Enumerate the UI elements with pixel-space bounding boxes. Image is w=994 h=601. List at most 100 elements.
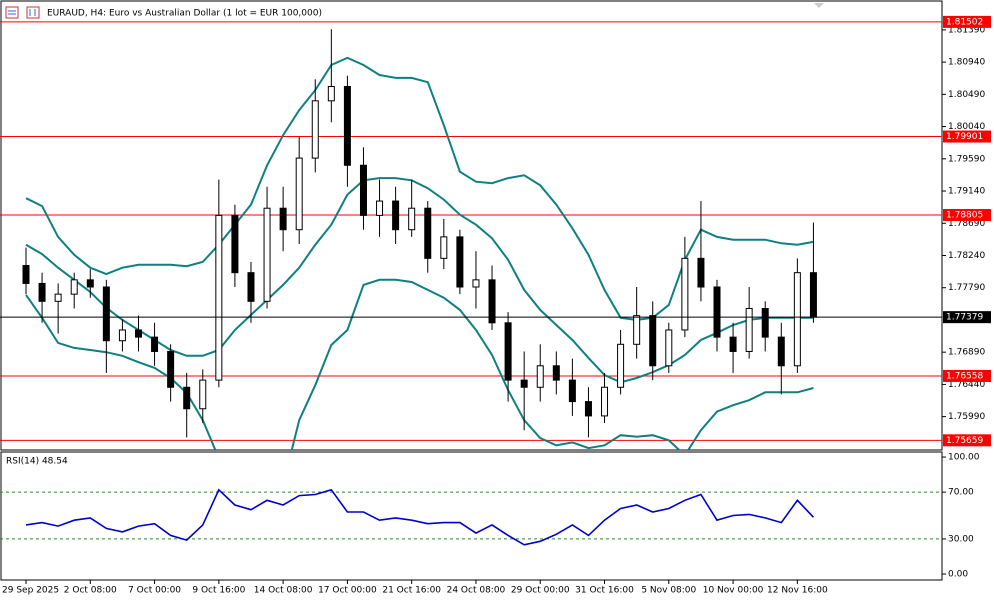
- candle-body: [665, 329, 673, 367]
- y-tick-label: 1.75990: [948, 412, 985, 422]
- level-label-bg: [943, 15, 991, 28]
- y-tick-label: 1.79590: [948, 154, 985, 164]
- candle-body: [552, 365, 560, 381]
- bollinger-middle: [25, 177, 814, 384]
- chart-title: EURAUD, H4: Euro vs Australian Dollar (1…: [47, 9, 322, 19]
- candle-body: [231, 214, 239, 274]
- x-tick-label: 24 Oct 08:00: [447, 586, 506, 596]
- shift-marker: [814, 3, 824, 8]
- y-tick-label: 1.80040: [948, 122, 985, 132]
- candle-body: [134, 329, 142, 338]
- level-label-bg: [943, 209, 991, 222]
- candle-body: [359, 164, 367, 216]
- candle-body: [424, 207, 432, 259]
- x-tick-label: 12 Nov 16:00: [767, 586, 828, 596]
- candle-body: [681, 257, 689, 331]
- x-tick-label: 7 Oct 00:00: [128, 586, 181, 596]
- rsi-plot: [0, 488, 942, 546]
- x-tick-label: 5 Nov 08:00: [641, 586, 696, 596]
- y-tick-label: 30.00: [948, 534, 974, 544]
- x-tick-label: 2 Oct 08:00: [64, 586, 117, 596]
- candle-body: [86, 279, 94, 288]
- candle-body: [215, 214, 223, 381]
- x-tick-label: 14 Oct 08:00: [254, 586, 313, 596]
- candle-body: [392, 200, 400, 231]
- candle-body: [183, 386, 191, 410]
- candle-body: [22, 265, 30, 284]
- candle-body: [617, 343, 625, 388]
- candle-body: [327, 85, 335, 102]
- candle-body: [151, 336, 159, 352]
- y-tick-label: 1.78240: [948, 251, 985, 261]
- price-pane: [0, 0, 943, 451]
- candle-body: [440, 236, 448, 259]
- level-label: 1.76558: [946, 371, 983, 381]
- candle-body: [601, 386, 609, 417]
- candle-body: [472, 279, 480, 288]
- y-tick-label: 1.79140: [948, 187, 985, 197]
- axes: 1.81390 1.80940 1.80490 1.80040 1.79590 1.791…: [2, 15, 991, 596]
- candle-body: [199, 379, 207, 410]
- y-tick-label: 1.78690: [948, 219, 985, 229]
- level-label-bg: [943, 434, 991, 447]
- icon: [5, 6, 19, 19]
- candle-body: [279, 207, 287, 231]
- y-tick-label: 1.76890: [948, 348, 985, 358]
- candle-body: [536, 365, 544, 388]
- candle-body: [488, 279, 496, 324]
- y-tick-label: 1.77790: [948, 283, 985, 293]
- candle-body: [568, 379, 576, 403]
- candle-body: [809, 272, 817, 318]
- y-tick-label: 1.80490: [948, 90, 985, 100]
- candle-body: [713, 286, 721, 338]
- rsi-title: RSI(14) 48.54: [6, 457, 68, 467]
- y-tick-label: 0.00: [948, 570, 968, 580]
- candle-body: [102, 286, 110, 342]
- candle-body: [504, 322, 512, 381]
- candle-body: [295, 157, 303, 231]
- level-label-bg: [943, 130, 991, 143]
- candle-body: [584, 401, 592, 417]
- candle-body: [793, 272, 801, 367]
- level-label-bg: [943, 369, 991, 382]
- candle-body: [263, 207, 271, 302]
- y-tick-label: 100.00: [948, 453, 980, 463]
- candle-body: [118, 329, 126, 342]
- x-tick-label: 9 Oct 16:00: [192, 586, 245, 596]
- x-tick-label: 17 Oct 00:00: [318, 586, 377, 596]
- x-tick-label: 29 Oct 00:00: [511, 586, 570, 596]
- rsi-line: [25, 488, 814, 546]
- icon: [26, 6, 40, 19]
- last-price-bg: [943, 311, 991, 324]
- candle-body: [54, 293, 62, 302]
- y-tick-label: 1.80940: [948, 58, 985, 68]
- x-tick-label: 21 Oct 16:00: [382, 586, 441, 596]
- y-tick-label: 1.76440: [948, 380, 985, 390]
- candle-body: [456, 236, 464, 288]
- level-label: 1.78805: [946, 211, 983, 221]
- candle-body: [408, 207, 416, 231]
- candle-body: [649, 315, 657, 367]
- candle-body: [247, 272, 255, 302]
- candle-body: [70, 279, 78, 295]
- y-tick-label: 1.81390: [948, 25, 985, 35]
- y-tick-label: 70.00: [948, 488, 974, 498]
- candle-body: [697, 257, 705, 288]
- candle-body: [38, 282, 46, 302]
- candle-body: [167, 350, 175, 388]
- level-label: 1.81502: [946, 17, 983, 27]
- candle-body: [761, 307, 769, 338]
- candle-body: [633, 315, 641, 345]
- candle-body: [745, 307, 753, 352]
- last-price-label: 1.77379: [946, 313, 983, 323]
- candle-body: [343, 85, 351, 166]
- level-label: 1.79901: [946, 132, 983, 142]
- rsi-pane: [0, 451, 943, 581]
- x-tick-label: 10 Nov 00:00: [703, 586, 764, 596]
- candle-body: [520, 379, 528, 388]
- candle-body: [777, 336, 785, 367]
- candle-body: [376, 200, 384, 216]
- bollinger-upper: [25, 56, 814, 321]
- price-plot: [0, 21, 942, 450]
